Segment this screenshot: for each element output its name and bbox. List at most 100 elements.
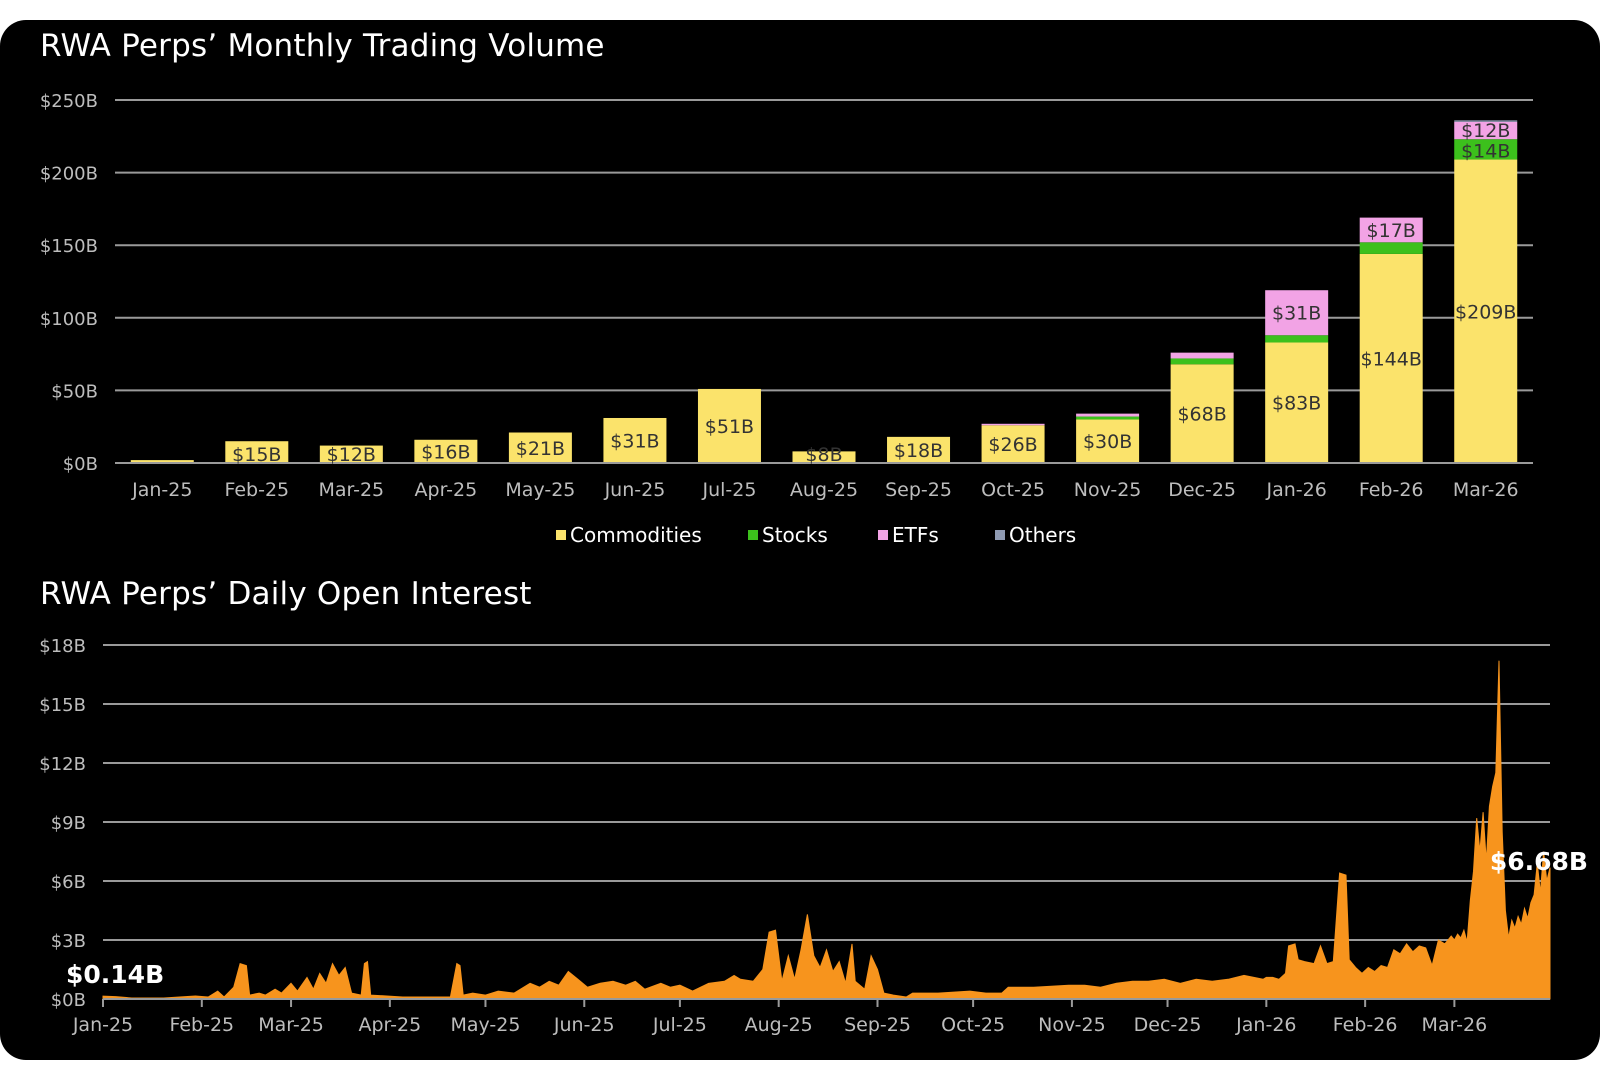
y-tick-label: $0B [51, 990, 86, 1011]
data-label: $16B [421, 441, 470, 463]
bar-segment-etfs [1454, 121, 1518, 140]
x-tick-label: May-25 [450, 1014, 520, 1036]
bar-segment-etfs [1170, 352, 1234, 359]
bar-segment-stocks [1076, 416, 1140, 420]
x-tick-label: Mar-25 [258, 1014, 324, 1036]
bar-segment-stocks [1170, 358, 1234, 365]
y-tick-label: $6B [51, 872, 86, 893]
y-tick-label: $250B [40, 91, 98, 112]
bar-segment-commodities [1170, 364, 1234, 463]
data-label: $18B [894, 440, 943, 462]
data-label: $31B [1272, 303, 1321, 325]
bar-segment-commodities [1359, 253, 1423, 463]
chart-card: RWA Perps’ Monthly Trading Volume RWA Pe… [0, 20, 1600, 1060]
legend-item-etfs: ETFs [878, 523, 939, 547]
data-label: $68B [1177, 404, 1226, 426]
legend-label: Commodities [570, 523, 702, 547]
bar-segment-commodities [508, 432, 572, 463]
legend-swatch-commodities [556, 530, 566, 540]
bar-segment-commodities [792, 451, 856, 463]
y-tick-label: $15B [39, 695, 86, 716]
x-tick-label: Apr-25 [359, 1014, 422, 1036]
legend-swatch-stocks [748, 530, 758, 540]
open-interest-area [102, 660, 1551, 1000]
bar-segment-commodities [130, 460, 194, 463]
legend: Commodities Stocks ETFs Others [0, 523, 1600, 551]
data-label: $51B [705, 416, 754, 438]
bar-segment-commodities [1454, 159, 1518, 464]
legend-label: Others [1009, 523, 1077, 547]
x-tick-label: Feb-26 [1333, 1014, 1398, 1036]
legend-label: ETFs [892, 523, 939, 547]
data-label: $14B [1461, 141, 1510, 163]
x-tick-label: Oct-25 [941, 1014, 1005, 1036]
x-tick-label: Mar-25 [318, 479, 384, 501]
bar-segment-commodities [225, 441, 289, 463]
bar-segment-stocks [1359, 242, 1423, 254]
bar-segment-commodities [981, 425, 1045, 463]
x-tick-label: Feb-26 [1359, 479, 1424, 501]
legend-swatch-etfs [878, 530, 888, 540]
y-tick-label: $12B [39, 754, 86, 775]
bar-segment-etfs [981, 423, 1045, 426]
data-label: $209B [1455, 301, 1516, 323]
x-tick-label: May-25 [505, 479, 575, 501]
chart-title: RWA Perps’ Daily Open Interest [40, 576, 532, 612]
data-label: $8B [805, 444, 842, 466]
data-label: $144B [1361, 348, 1422, 370]
charts-svg: $0B $50B $100B $150B $200B $250B Jan-25 Feb-25 M… [39, 91, 1588, 1036]
legend-item-others: Others [995, 523, 1076, 547]
x-tick-label: Aug-25 [745, 1014, 813, 1036]
annotation-label: $6.68B [1490, 847, 1588, 876]
x-tick-label: Dec-25 [1134, 1014, 1202, 1036]
bar-segment-stocks [1454, 139, 1518, 160]
y-tick-label: $18B [39, 636, 86, 657]
x-tick-label: Apr-25 [415, 479, 478, 501]
bar-segment-commodities [1265, 342, 1329, 463]
bar-segment-others [1454, 120, 1518, 122]
data-label: $31B [610, 430, 659, 452]
x-tick-label: Jun-25 [553, 1014, 615, 1036]
y-tick-label: $0B [63, 454, 98, 475]
y-tick-label: $3B [51, 931, 86, 952]
x-tick-label: Jul-25 [652, 1014, 707, 1036]
data-label: $15B [232, 444, 281, 466]
data-label: $83B [1272, 393, 1321, 415]
x-tick-label: Jan-26 [1266, 479, 1327, 501]
annotation-label: $0.14B [66, 960, 164, 989]
y-tick-label: $150B [40, 236, 98, 257]
x-tick-label: Jan-25 [131, 479, 192, 501]
bar-segment-commodities [603, 417, 667, 463]
bar-segment-commodities [887, 436, 951, 463]
x-tick-label: Mar-26 [1422, 1014, 1488, 1036]
bar-segment-commodities [697, 388, 761, 463]
y-tick-label: $50B [51, 381, 98, 402]
x-tick-label: Jul-25 [701, 479, 756, 501]
x-tick-label: Nov-25 [1074, 479, 1142, 501]
legend-item-commodities: Commodities [556, 523, 702, 547]
legend-item-stocks: Stocks [748, 523, 828, 547]
data-label: $12B [1461, 120, 1510, 142]
x-tick-label: Sep-25 [885, 479, 952, 501]
bar-segment-commodities [319, 445, 383, 463]
x-tick-label: Jun-25 [604, 479, 666, 501]
chart-title: RWA Perps’ Monthly Trading Volume [40, 28, 605, 64]
data-label: $12B [327, 444, 376, 466]
x-tick-label: Sep-25 [844, 1014, 911, 1036]
x-tick-label: Nov-25 [1038, 1014, 1106, 1036]
x-tick-label: Mar-26 [1453, 479, 1519, 501]
legend-label: Stocks [762, 523, 828, 547]
bar-segment-etfs [1359, 217, 1423, 243]
x-tick-label: Jan-25 [72, 1014, 133, 1036]
data-label: $17B [1367, 220, 1416, 242]
x-tick-label: Feb-25 [224, 479, 289, 501]
data-label: $21B [516, 438, 565, 460]
y-tick-label: $200B [40, 164, 98, 185]
x-tick-label: Aug-25 [790, 479, 858, 501]
bar-segment-etfs [1076, 413, 1140, 417]
bar-segment-commodities [1076, 419, 1140, 463]
data-label: $30B [1083, 431, 1132, 453]
bar-segment-stocks [1265, 335, 1329, 343]
x-tick-label: Feb-25 [169, 1014, 234, 1036]
x-tick-label: Dec-25 [1168, 479, 1236, 501]
